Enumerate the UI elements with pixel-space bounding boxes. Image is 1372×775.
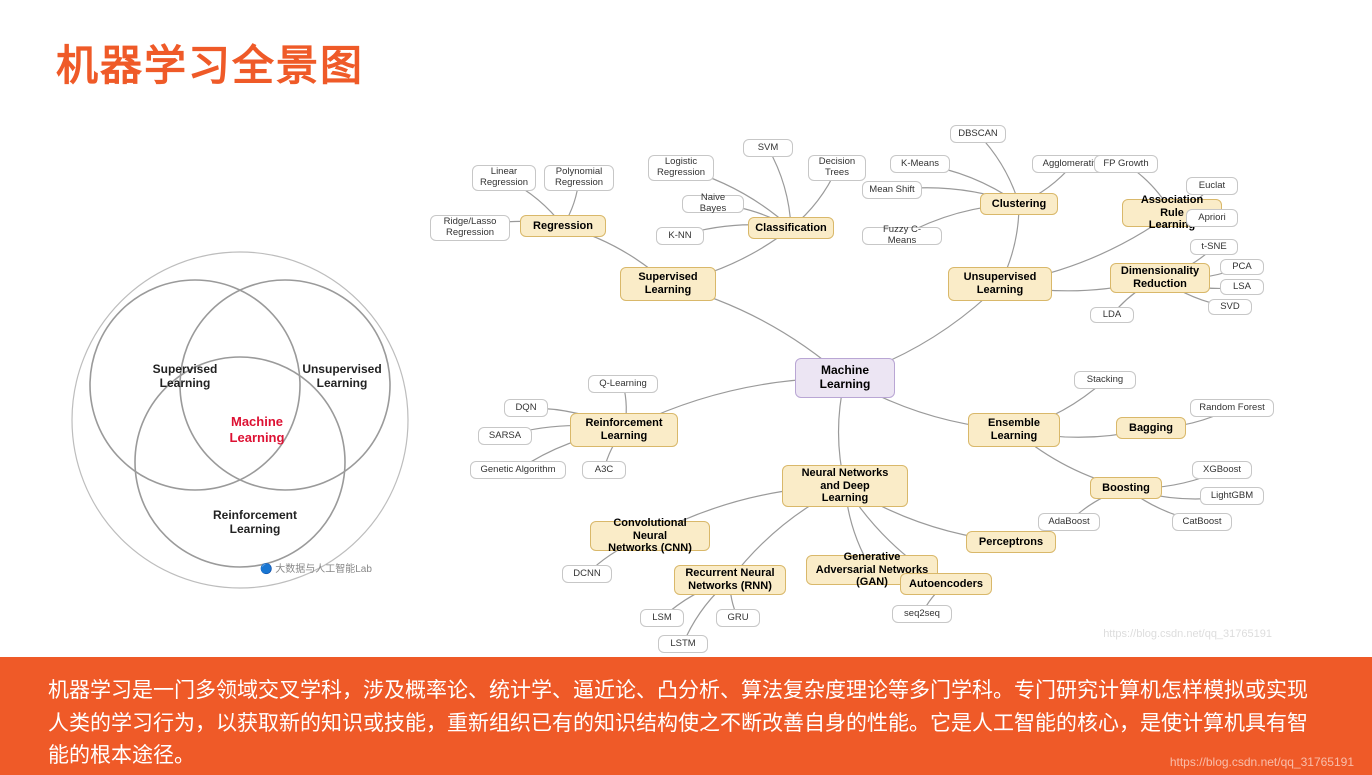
node-reg: Regression (520, 215, 606, 237)
node-nb: Naive Bayes (682, 195, 744, 213)
node-sup: SupervisedLearning (620, 267, 716, 301)
node-s2s: seq2seq (892, 605, 952, 623)
venn-label-unsupervised: UnsupervisedLearning (292, 362, 392, 391)
node-knn: K-NN (656, 227, 704, 245)
node-clust: Clustering (980, 193, 1058, 215)
node-nn: Neural Networksand DeepLearning (782, 465, 908, 507)
node-dtree: DecisionTrees (808, 155, 866, 181)
venn-label-center: MachineLearning (222, 414, 292, 445)
node-lstm: LSTM (658, 635, 708, 653)
node-perc: Perceptrons (966, 531, 1056, 553)
node-genalg: Genetic Algorithm (470, 461, 566, 479)
node-tsne: t-SNE (1190, 239, 1238, 255)
footer-text: 机器学习是一门多领域交叉学科，涉及概率论、统计学、逼近论、凸分析、算法复杂度理论… (48, 675, 1324, 773)
node-lsa: LSA (1220, 279, 1264, 295)
node-ens: EnsembleLearning (968, 413, 1060, 447)
node-lsm: LSM (640, 609, 684, 627)
venn-label-reinforcement: ReinforcementLearning (200, 508, 310, 537)
node-a3c: A3C (582, 461, 626, 479)
node-stack: Stacking (1074, 371, 1136, 389)
node-ada: AdaBoost (1038, 513, 1100, 531)
node-bag: Bagging (1116, 417, 1186, 439)
node-pca: PCA (1220, 259, 1264, 275)
node-reinf: ReinforcementLearning (570, 413, 678, 447)
node-auto: Autoencoders (900, 573, 992, 595)
node-lda: LDA (1090, 307, 1134, 323)
node-dqn: DQN (504, 399, 548, 417)
node-catb: CatBoost (1172, 513, 1232, 531)
node-qlearn: Q-Learning (588, 375, 658, 393)
node-ridge: Ridge/LassoRegression (430, 215, 510, 241)
node-logi: LogisticRegression (648, 155, 714, 181)
venn-watermark: 🔵 大数据与人工智能Lab (260, 560, 372, 575)
mindmap-diagram: MachineLearning SupervisedLearning Regress… (430, 115, 1330, 660)
node-fpg: FP Growth (1094, 155, 1158, 173)
node-cnn: Convolutional NeuralNetworks (CNN) (590, 521, 710, 551)
node-fuzzy: Fuzzy C-Means (862, 227, 942, 245)
node-kmeans: K-Means (890, 155, 950, 173)
node-rf: Random Forest (1190, 399, 1274, 417)
footer-bar: 机器学习是一门多领域交叉学科，涉及概率论、统计学、逼近论、凸分析、算法复杂度理论… (0, 657, 1372, 775)
node-boost: Boosting (1090, 477, 1162, 499)
node-svd: SVD (1208, 299, 1252, 315)
node-linreg: LinearRegression (472, 165, 536, 191)
node-dbscan: DBSCAN (950, 125, 1006, 143)
node-unsup: UnsupervisedLearning (948, 267, 1052, 301)
venn-label-supervised: SupervisedLearning (140, 362, 230, 391)
diagram-watermark: https://blog.csdn.net/qq_31765191 (1103, 628, 1272, 640)
node-rnn: Recurrent NeuralNetworks (RNN) (674, 565, 786, 595)
node-sarsa: SARSA (478, 427, 532, 445)
venn-diagram: SupervisedLearning UnsupervisedLearning … (60, 230, 420, 590)
node-dcnn: DCNN (562, 565, 612, 583)
page-title: 机器学习全景图 (56, 32, 364, 93)
node-svm: SVM (743, 139, 793, 157)
node-lgbm: LightGBM (1200, 487, 1264, 505)
node-gru: GRU (716, 609, 760, 627)
node-cls: Classification (748, 217, 834, 239)
node-apriori: Apriori (1186, 209, 1238, 227)
node-dimr: DimensionalityReduction (1110, 263, 1210, 293)
node-xgb: XGBoost (1192, 461, 1252, 479)
node-root: MachineLearning (795, 358, 895, 398)
node-euclat: Euclat (1186, 177, 1238, 195)
blog-watermark: https://blog.csdn.net/qq_31765191 (1170, 755, 1354, 769)
node-mshift: Mean Shift (862, 181, 922, 199)
node-polyreg: PolynomialRegression (544, 165, 614, 191)
